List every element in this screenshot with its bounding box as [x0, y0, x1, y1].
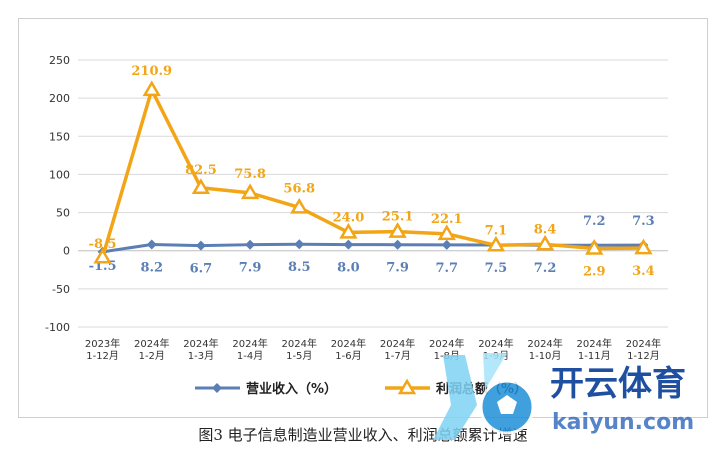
watermark-logo: 开云体育 kaiyun.com: [433, 353, 694, 440]
data-point: [93, 247, 112, 264]
data-point: [195, 240, 206, 251]
chart-frame: [18, 18, 708, 418]
data-label: 75.8: [234, 167, 266, 182]
data-point: [535, 234, 555, 251]
x-tick-label: 2024年 1-7月: [380, 337, 415, 362]
y-tick-label: -50: [52, 283, 70, 296]
watermark-brand: 开云体育: [550, 364, 686, 404]
watermark-domain: kaiyun.com: [552, 410, 694, 435]
data-label: 8.0: [337, 261, 360, 276]
y-tick-label: 250: [49, 54, 70, 67]
x-tick-label: 2024年 1-2月: [134, 337, 169, 362]
data-label: 7.2: [534, 261, 557, 276]
x-tick-label: 2024年 1-10月: [527, 337, 562, 362]
data-point: [240, 183, 260, 200]
data-point: [392, 239, 403, 250]
data-label: 7.3: [632, 214, 655, 229]
y-tick-label: 150: [49, 130, 70, 143]
y-tick-label: 50: [56, 207, 70, 220]
data-point: [290, 197, 309, 214]
data-point: [388, 222, 407, 238]
data-label: 25.1: [382, 210, 414, 225]
data-label: 210.9: [131, 64, 172, 79]
data-label: 82.5: [185, 163, 217, 178]
y-tick-label: 100: [49, 168, 70, 181]
data-label: 7.2: [583, 214, 606, 229]
data-label: 3.4: [632, 264, 655, 279]
data-label: 8.4: [534, 222, 557, 237]
data-label: 8.5: [288, 260, 311, 275]
x-tick-label: 2024年 1-11月: [577, 337, 612, 362]
legend-marker-profit: [397, 378, 417, 395]
data-label: 7.7: [435, 261, 458, 276]
y-tick-label: 200: [49, 92, 70, 105]
data-label: -8.5: [89, 237, 117, 252]
data-point: [142, 80, 161, 97]
data-point: [437, 224, 456, 241]
data-label: 56.8: [283, 181, 315, 196]
data-label: 2.9: [583, 265, 606, 280]
x-tick-label: 2024年 1-12月: [626, 337, 661, 362]
legend-label-revenue: 营业收入（%）: [246, 381, 337, 397]
data-point: [634, 238, 653, 255]
data-label: 22.1: [431, 212, 463, 227]
data-point: [486, 235, 506, 252]
y-tick-label: 0: [63, 245, 70, 258]
series-line-profit: [100, 88, 644, 258]
x-tick-label: 2024年 1-4月: [232, 337, 267, 362]
legend-marker-revenue: [212, 383, 222, 393]
x-tick-label: 2024年 1-6月: [331, 337, 366, 362]
data-point: [245, 239, 256, 250]
data-label: 7.9: [239, 261, 262, 276]
data-point: [191, 178, 211, 195]
x-tick-label: 2024年 1-5月: [282, 337, 317, 362]
data-point: [339, 222, 358, 239]
x-tick-label: 2024年 1-3月: [183, 337, 218, 362]
watermark-ball-icon: [433, 353, 535, 440]
data-point: [343, 239, 354, 250]
data-point: [294, 239, 305, 250]
data-point: [441, 239, 452, 250]
data-label: 7.9: [386, 261, 409, 276]
data-label: 6.7: [190, 262, 213, 277]
data-point: [585, 239, 604, 255]
data-point: [146, 239, 157, 250]
data-label: 24.0: [333, 210, 365, 225]
data-label: 8.2: [140, 260, 163, 275]
data-label: 7.1: [485, 223, 508, 238]
data-label: 7.5: [485, 261, 508, 276]
y-tick-label: -100: [45, 321, 70, 334]
x-tick-label: 2023年 1-12月: [85, 337, 120, 362]
